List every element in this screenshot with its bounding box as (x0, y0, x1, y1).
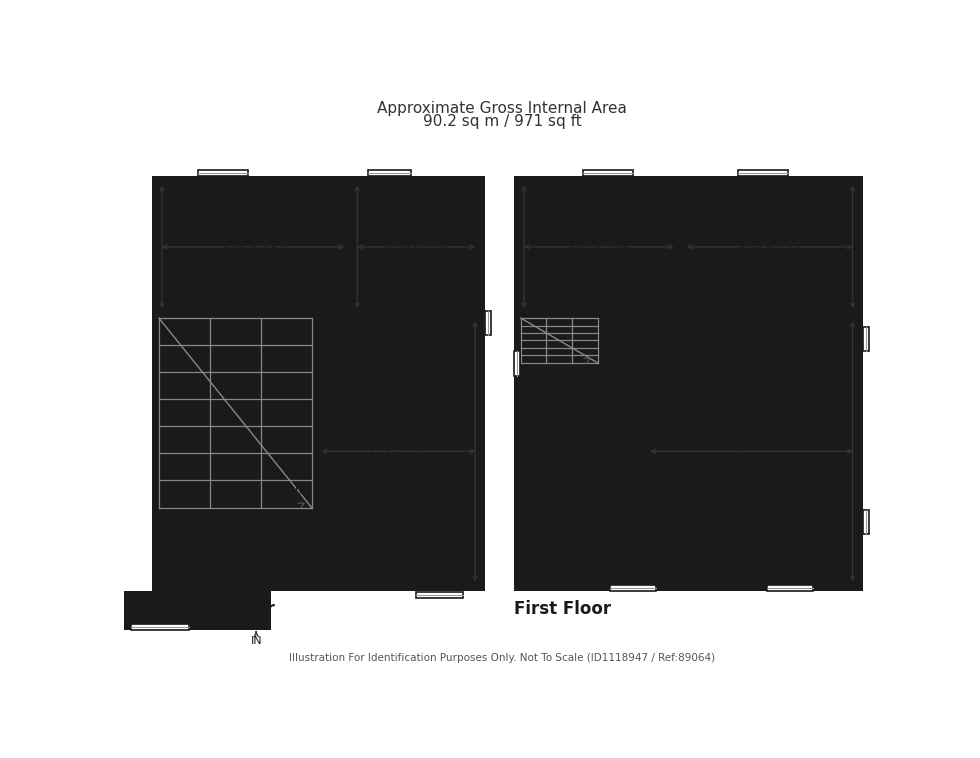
Bar (485, 311, 491, 335)
Bar (647, 318, 687, 355)
Text: Dn: Dn (656, 323, 671, 333)
Bar (368, 170, 411, 176)
Bar (520, 318, 640, 584)
Bar (520, 363, 640, 584)
Bar (514, 176, 862, 591)
Text: Bedroom: Bedroom (741, 231, 798, 244)
Text: 90.2 sq m / 971 sq ft: 90.2 sq m / 971 sq ft (423, 114, 581, 130)
Bar (236, 312, 269, 318)
Text: WC: WC (150, 601, 170, 614)
Bar (416, 592, 463, 598)
Bar (862, 510, 869, 534)
Bar (369, 312, 399, 318)
Bar (347, 183, 354, 312)
Bar (520, 312, 640, 584)
Text: Kitchen: Kitchen (393, 231, 440, 244)
Bar (159, 508, 312, 584)
Text: 3.61 x 2.16: 3.61 x 2.16 (720, 449, 783, 459)
Text: 13'0 x 6'11: 13'0 x 6'11 (739, 255, 801, 266)
Bar (647, 348, 694, 355)
Bar (514, 351, 520, 375)
Text: Approximate Gross Internal Area: Approximate Gross Internal Area (377, 101, 627, 116)
Bar (159, 318, 312, 508)
Bar (124, 623, 243, 630)
Bar (124, 591, 271, 630)
Bar (152, 584, 312, 591)
Bar (640, 318, 647, 584)
Bar (583, 170, 633, 176)
Bar (159, 183, 347, 312)
Text: 3.61 x 3.26: 3.61 x 3.26 (367, 449, 430, 459)
Text: Illustration For Identification Purposes Only. Not To Scale (ID1118947 / Ref:890: Illustration For Identification Purposes… (289, 653, 715, 662)
Bar (862, 327, 869, 352)
Bar (131, 624, 189, 630)
Text: 3.92 x 2.96: 3.92 x 2.96 (567, 244, 630, 254)
Bar (270, 623, 271, 630)
Text: 13'0 x 11'10: 13'0 x 11'10 (219, 255, 287, 266)
Bar (159, 312, 478, 318)
Bar (159, 183, 478, 584)
Bar (312, 318, 318, 584)
Bar (676, 183, 684, 312)
Bar (520, 312, 856, 318)
Bar (610, 585, 657, 591)
Bar (718, 312, 748, 318)
Text: 12'10 x 9'9: 12'10 x 9'9 (567, 255, 630, 266)
Text: 11'10 x 7'1: 11'10 x 7'1 (720, 460, 782, 470)
Text: Up: Up (295, 486, 310, 496)
Bar (152, 176, 485, 591)
Text: 3.96 x 3.61: 3.96 x 3.61 (221, 244, 284, 254)
Bar (595, 312, 624, 318)
Text: 11'10 x 10'8: 11'10 x 10'8 (364, 460, 433, 470)
Bar (738, 170, 788, 176)
Bar (520, 183, 856, 584)
Text: Bathroom: Bathroom (550, 471, 612, 484)
Text: Ground Floor: Ground Floor (152, 600, 274, 619)
Text: Dining Room: Dining Room (359, 436, 438, 449)
Text: Bedroom: Bedroom (723, 436, 780, 449)
Bar (189, 591, 196, 623)
Text: IN: IN (250, 636, 262, 646)
Bar (766, 585, 813, 591)
Bar (131, 591, 265, 623)
Text: 3.97 x 2.12: 3.97 x 2.12 (738, 244, 802, 254)
Text: 13'1 x 7'0: 13'1 x 7'0 (389, 255, 444, 266)
Text: 4.00 x 2.14: 4.00 x 2.14 (384, 244, 448, 254)
Bar (318, 584, 478, 591)
Bar (131, 591, 189, 623)
Text: Lounge: Lounge (230, 231, 276, 244)
Bar (198, 170, 248, 176)
Text: Bedroom: Bedroom (570, 231, 627, 244)
Bar (687, 318, 694, 355)
Bar (520, 363, 640, 370)
Text: First Floor: First Floor (514, 600, 611, 619)
